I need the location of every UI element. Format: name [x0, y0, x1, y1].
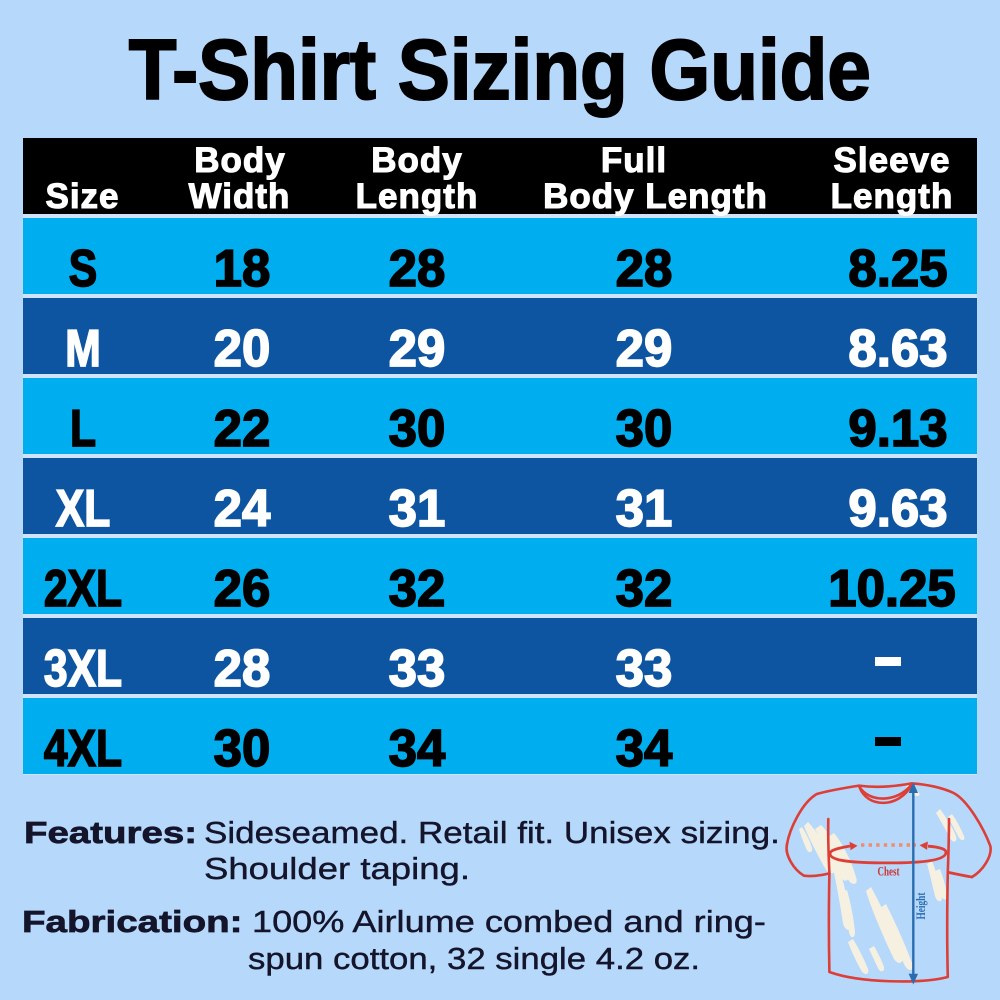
svg-text:Chest: Chest: [878, 865, 901, 879]
svg-text:Height: Height: [913, 892, 928, 919]
